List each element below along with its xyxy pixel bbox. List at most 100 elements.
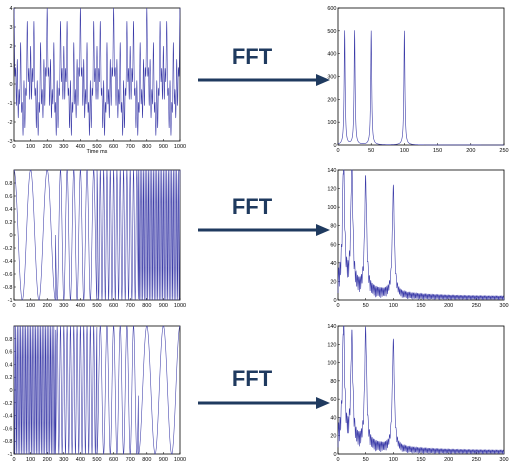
x-tick-label: 600 (109, 303, 118, 309)
y-tick-label: -0.8 (3, 285, 12, 291)
y-tick-label: 60 (330, 397, 336, 403)
y-tick-label: 400 (327, 52, 336, 58)
y-tick-label: 120 (327, 187, 336, 193)
y-tick-label: 500 (327, 29, 336, 35)
spectrum-frame (337, 7, 505, 146)
x-tick-label: 500 (92, 144, 101, 150)
y-tick-label: 0.4 (5, 362, 13, 368)
x-tick-label: 400 (76, 144, 85, 150)
x-tick-label: 200 (466, 148, 475, 154)
y-tick-label: 140 (327, 324, 336, 330)
y-tick-label: 140 (327, 168, 336, 174)
y-tick-label: -0.2 (3, 246, 12, 252)
y-tick-label: 40 (330, 261, 336, 267)
y-tick-label: 0 (9, 388, 12, 394)
y-tick-label: -0.2 (3, 401, 12, 407)
x-tick-label: 50 (363, 457, 369, 463)
x-tick-label: 150 (433, 148, 442, 154)
x-tick-label: 150 (416, 303, 425, 309)
fft-label: FFT (232, 194, 273, 219)
x-tick-label: 200 (444, 457, 453, 463)
x-tick-label: 600 (109, 457, 118, 463)
y-tick-label: 0 (9, 82, 12, 88)
x-tick-label: 800 (142, 303, 151, 309)
y-tick-label: -0.4 (3, 259, 12, 265)
y-tick-label: 0.2 (5, 220, 13, 226)
x-tick-label: 1000 (174, 303, 186, 309)
y-tick-label: 0.2 (5, 375, 13, 381)
y-tick-label: -2 (8, 120, 13, 126)
x-axis-label: Time ms (87, 149, 108, 155)
signal-axes-0: 0 100 200 300 400 500 600 700 800 900 1000 4 3 2 1 0 -1 -… (8, 6, 187, 155)
x-tick-label: 0 (336, 303, 339, 309)
x-tick-label: 900 (159, 457, 168, 463)
x-tick-label: 250 (499, 148, 508, 154)
x-tick-label: 800 (142, 457, 151, 463)
signal-line-2 (13, 325, 181, 455)
y-tick-label: 0 (9, 233, 12, 239)
x-tick-label: 50 (363, 303, 369, 309)
y-tick-label: -0.6 (3, 272, 12, 278)
y-tick-label: 40 (330, 415, 336, 421)
y-tick-label: 100 (327, 361, 336, 367)
x-tick-label: 100 (26, 303, 35, 309)
y-tick-label: 2 (9, 44, 12, 50)
y-tick-label: 0.4 (5, 207, 13, 213)
y-tick-label: 0 (333, 143, 336, 149)
y-tick-label: 60 (330, 242, 336, 248)
x-tick-label: 500 (92, 457, 101, 463)
y-tick-label: 20 (330, 279, 336, 285)
x-tick-label: 0 (336, 148, 339, 154)
y-tick-label: 100 (327, 120, 336, 126)
x-tick-label: 400 (76, 303, 85, 309)
signal-line-1 (13, 169, 181, 301)
x-tick-label: 200 (43, 303, 52, 309)
x-tick-label: 300 (59, 144, 68, 150)
x-tick-label: 700 (126, 303, 135, 309)
x-tick-label: 100 (400, 148, 409, 154)
x-tick-label: 50 (368, 148, 374, 154)
x-tick-label: 500 (92, 303, 101, 309)
y-tick-label: -3 (8, 139, 13, 145)
x-tick-label: 100 (26, 457, 35, 463)
y-tick-label: 0 (333, 298, 336, 304)
y-tick-label: -1 (8, 452, 13, 458)
y-tick-label: 3 (9, 25, 12, 31)
y-tick-label: -0.8 (3, 439, 12, 445)
x-tick-label: 1000 (174, 144, 186, 150)
y-tick-label: 300 (327, 75, 336, 81)
spectrum-line-0 (337, 30, 504, 146)
x-tick-label: 900 (159, 303, 168, 309)
x-tick-label: 100 (26, 144, 35, 150)
x-tick-label: 700 (126, 144, 135, 150)
x-tick-label: 250 (472, 303, 481, 309)
y-tick-label: 1 (9, 63, 12, 69)
y-tick-label: -1 (8, 101, 13, 107)
x-tick-label: 100 (389, 457, 398, 463)
arrow-head-icon (316, 397, 330, 409)
fft-label: FFT (232, 44, 273, 69)
y-tick-label: 0.6 (5, 350, 13, 356)
y-tick-label: -0.4 (3, 414, 12, 420)
y-tick-label: 0.8 (5, 181, 13, 187)
x-tick-label: 200 (43, 457, 52, 463)
spectrum-line-1 (337, 169, 505, 300)
y-tick-label: 0.6 (5, 194, 13, 200)
x-tick-label: 0 (12, 303, 15, 309)
arrow-head-icon (316, 74, 330, 86)
x-tick-label: 200 (444, 303, 453, 309)
y-tick-label: 80 (330, 224, 336, 230)
x-tick-label: 300 (59, 303, 68, 309)
x-tick-label: 150 (416, 457, 425, 463)
x-tick-label: 0 (12, 457, 15, 463)
spectrum-frame (337, 169, 505, 301)
x-tick-label: 800 (142, 144, 151, 150)
spectrum-frame (337, 325, 505, 455)
y-tick-label: 600 (327, 6, 336, 12)
fft-arrow-1: FFT (198, 194, 330, 236)
x-tick-label: 300 (499, 303, 508, 309)
y-tick-label: 0 (333, 452, 336, 458)
